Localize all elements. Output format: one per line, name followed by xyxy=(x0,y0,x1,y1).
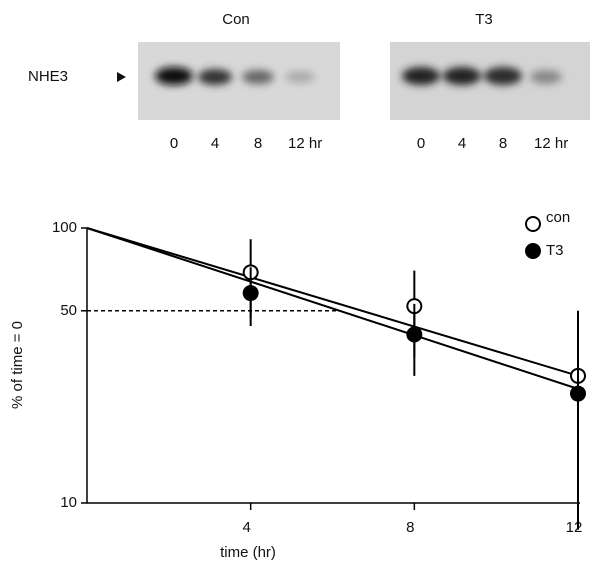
band xyxy=(402,67,440,85)
legend-label: T3 xyxy=(546,242,564,259)
fit-line xyxy=(86,227,579,377)
legend-marker xyxy=(525,243,541,259)
lane-label: 8 xyxy=(499,135,507,152)
x-tick-label: 4 xyxy=(242,519,250,536)
point xyxy=(570,385,586,402)
y-tick-label: 100 xyxy=(52,219,77,236)
bands xyxy=(155,67,562,85)
fit-line xyxy=(86,227,579,390)
x-axis-label: time (hr) xyxy=(220,544,276,561)
lane-label: 12 hr xyxy=(288,135,322,152)
band xyxy=(155,67,193,85)
blot-label: NHE3 xyxy=(28,68,68,85)
y-tick-label: 10 xyxy=(60,494,77,511)
x-tick-label: 12 xyxy=(566,519,583,536)
band xyxy=(530,70,562,84)
x-tick-label: 8 xyxy=(406,519,414,536)
lane-label: 8 xyxy=(254,135,262,152)
lane-label: 0 xyxy=(170,135,178,152)
point xyxy=(242,285,259,302)
band xyxy=(285,71,315,83)
y-tick-label: 50 xyxy=(60,302,77,319)
band xyxy=(242,70,274,84)
band xyxy=(443,67,481,85)
blot-title: T3 xyxy=(475,11,493,28)
band xyxy=(484,67,522,85)
band xyxy=(198,69,232,85)
legend-label: con xyxy=(546,209,570,226)
arrow xyxy=(117,72,126,82)
legend-marker xyxy=(525,216,541,232)
lane-label: 12 hr xyxy=(534,135,568,152)
y-axis-label: % of time = 0 xyxy=(9,321,26,409)
lane-label: 4 xyxy=(458,135,466,152)
lane-label: 4 xyxy=(211,135,219,152)
point xyxy=(406,326,423,343)
blot-title: Con xyxy=(222,11,250,28)
lane-label: 0 xyxy=(417,135,425,152)
